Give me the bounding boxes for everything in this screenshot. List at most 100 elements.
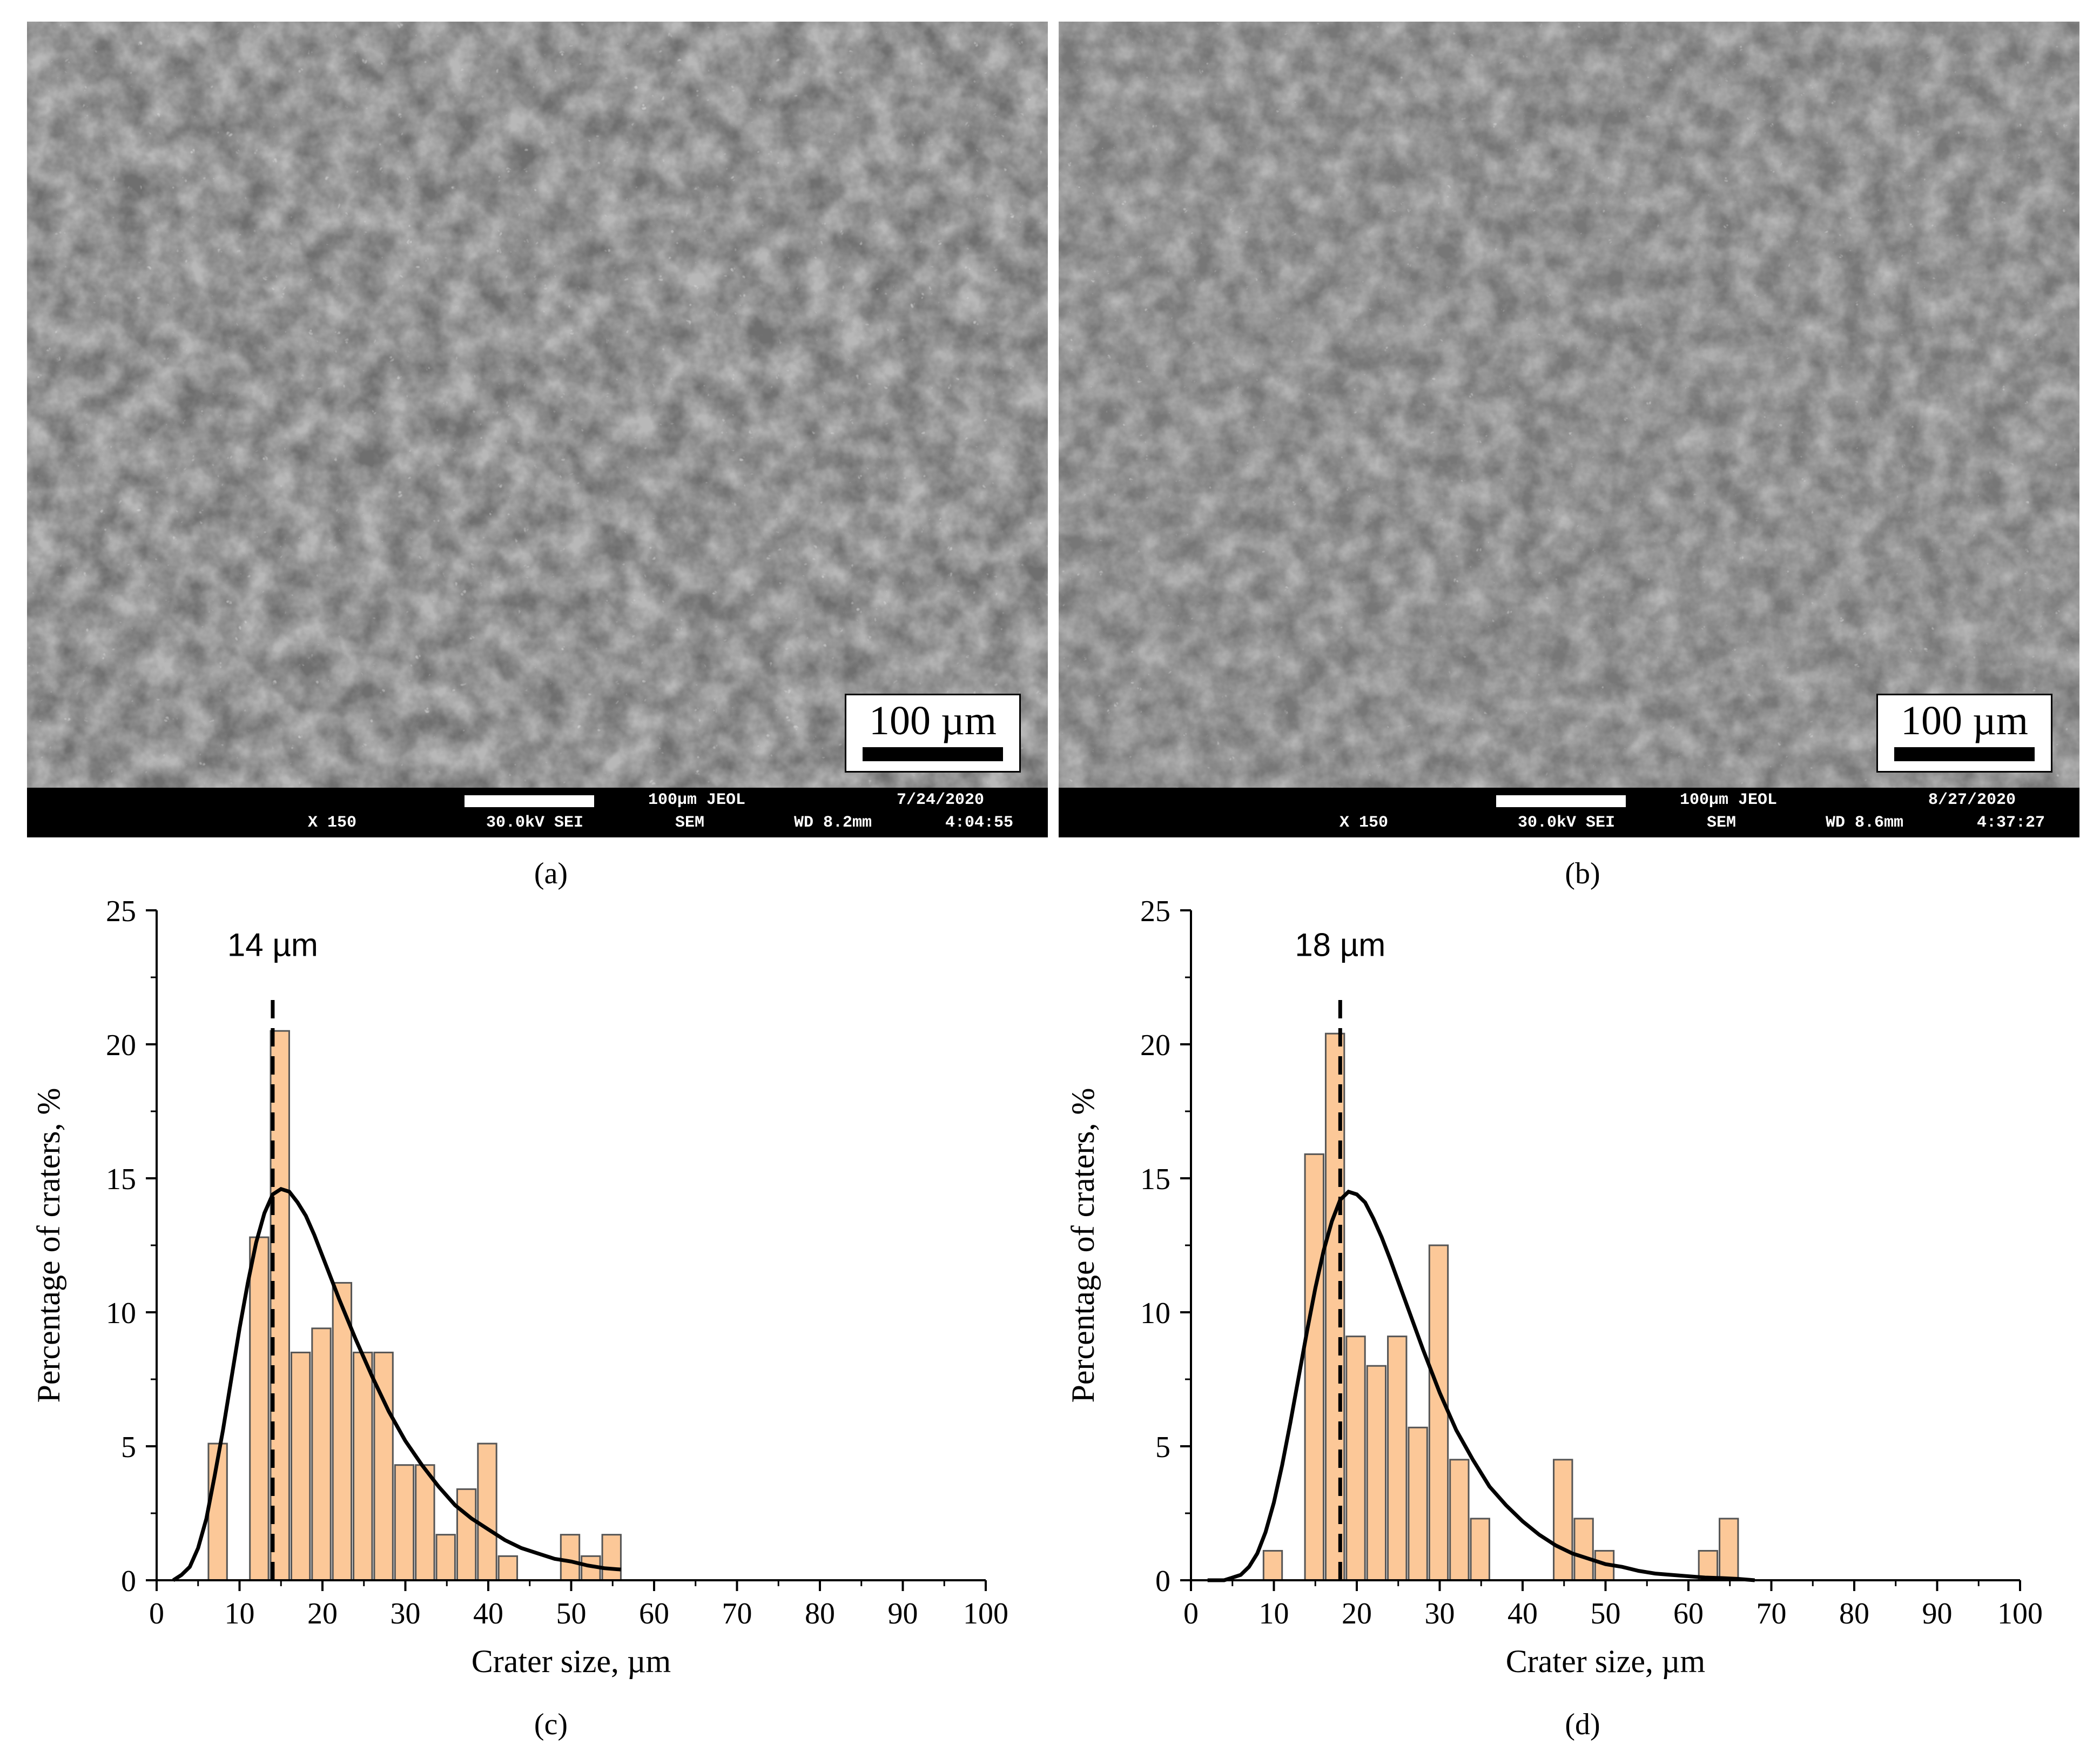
bar-10 [415,1464,435,1581]
sem-info-line1: 100µm JEOL [648,791,746,809]
bar-0 [1262,1549,1283,1581]
bar-5 [311,1327,332,1581]
sem-info-date: 8/27/2020 [1928,791,2016,809]
sem-info-bar-a: 100µm JEOL 7/24/2020 X 150 30.0kV SEI SE… [27,788,1048,837]
y-tick-label-0: 0 [121,1565,136,1598]
bar-15 [1719,1518,1739,1581]
caption-a: (a) [534,857,568,890]
x-tick-label-30: 30 [1425,1597,1455,1630]
y-tick-label-20: 20 [106,1029,136,1062]
scale-bar-text: 100 µm [869,698,997,743]
x-tick-label-10: 10 [225,1597,255,1630]
x-tick-label-80: 80 [1839,1597,1869,1630]
bar-9 [394,1464,415,1581]
histogram-d: 18 µm 0 10 20 30 40 50 60 70 80 90 100 0 5 10 15 20 25 Cra… [1065,895,2043,1679]
sem-info-bar-b: 100µm JEOL 8/27/2020 X 150 30.0kV SEI SE… [1059,788,2079,837]
sem-info-kv: 30.0kV SEI [486,814,584,832]
bar-13 [477,1442,497,1581]
sem-info-date: 7/24/2020 [897,791,985,809]
x-tick-label-100: 100 [963,1597,1008,1630]
bar-10 [1470,1518,1490,1581]
caption-d: (d) [1565,1708,1600,1741]
x-tick-label-0: 0 [149,1597,164,1630]
bar-12 [456,1488,477,1581]
sem-texture-a [27,22,1048,837]
peak-marker-label: 14 µm [227,927,318,963]
peak-marker-label: 18 µm [1295,927,1385,963]
y-axis-label: Percentage of craters, % [1065,1088,1101,1403]
x-tick-label-40: 40 [1507,1597,1538,1630]
x-tick-label-10: 10 [1259,1597,1289,1630]
sem-info-wd: WD 8.2mm [794,814,872,832]
y-axis-label: Percentage of craters, % [31,1088,66,1403]
sem-info-mode: SEM [1707,814,1736,832]
bar-0 [207,1442,228,1581]
x-tick-label-90: 90 [888,1597,918,1630]
y-tick-label-20: 20 [1140,1029,1170,1062]
x-tick-label-70: 70 [722,1597,752,1630]
x-tick-label-60: 60 [1673,1597,1704,1630]
sem-image-b: 100 µm 100µm JEOL 8/27/2020 X 150 30.0kV… [1059,22,2079,837]
x-tick-label-60: 60 [639,1597,669,1630]
x-tick-label-70: 70 [1756,1597,1787,1630]
x-tick-label-30: 30 [391,1597,421,1630]
y-tick-label-10: 10 [1140,1297,1170,1330]
y-tick-label-5: 5 [121,1431,136,1464]
fit-curve [172,1186,621,1582]
bar-15 [560,1534,581,1581]
sem-info-mode: SEM [675,814,705,832]
histogram-c: 14 µm 0 10 20 30 40 50 60 70 80 90 100 0 5 10 15 20 25 Cra… [31,895,1008,1679]
scale-bar-text: 100 µm [1901,698,2028,743]
sem-scale-bar [465,795,594,807]
bar-4 [290,1351,311,1581]
sem-info-time: 4:37:27 [1977,814,2045,832]
x-tick-label-20: 20 [307,1597,338,1630]
scale-bar-label-b: 100 µm [1876,694,2052,773]
x-tick-label-100: 100 [1997,1597,2043,1630]
bar-9 [1449,1459,1470,1581]
bar-7 [1408,1426,1428,1581]
sem-info-kv: 30.0kV SEI [1518,814,1616,832]
bar-17 [601,1534,622,1581]
bar-11 [1553,1459,1573,1581]
sem-info-wd: WD 8.6mm [1826,814,1904,832]
caption-c: (c) [534,1708,568,1741]
y-tick-label-15: 15 [106,1163,136,1196]
x-tick-label-0: 0 [1183,1597,1199,1630]
bar-11 [435,1534,456,1581]
bar-2 [249,1236,270,1581]
bar-4 [1345,1336,1366,1581]
bar-8 [1428,1244,1449,1581]
x-tick-label-50: 50 [1591,1597,1621,1630]
scale-bar-label-a: 100 µm [845,694,1021,773]
bar-6 [332,1281,353,1581]
y-tick-label-25: 25 [1140,895,1170,928]
x-tick-label-20: 20 [1342,1597,1372,1630]
sem-info-mag: X 150 [1340,814,1389,832]
scale-bar [863,747,1003,761]
x-tick-label-90: 90 [1922,1597,1953,1630]
y-tick-label-5: 5 [1155,1431,1170,1464]
sem-image-a: 100 µm 100µm JEOL 7/24/2020 X 150 30.0kV… [27,22,1048,837]
caption-b: (b) [1565,857,1600,890]
x-axis-label: Crater size, µm [1506,1643,1705,1679]
sem-scale-bar [1496,795,1626,807]
y-tick-label-15: 15 [1140,1163,1170,1196]
sem-info-time: 4:04:55 [945,814,1014,832]
y-tick-label-0: 0 [1155,1565,1170,1598]
fit-curve [1207,1189,1755,1582]
x-tick-label-50: 50 [556,1597,587,1630]
bar-12 [1573,1518,1594,1581]
bar-7 [353,1351,373,1581]
bar-6 [1387,1336,1408,1581]
bar-14 [497,1555,519,1581]
y-tick-label-10: 10 [106,1297,136,1330]
scale-bar [1894,747,2035,761]
x-axis-label: Crater size, µm [472,1643,671,1679]
bar-5 [1366,1365,1387,1581]
y-tick-label-25: 25 [106,895,136,928]
x-tick-label-80: 80 [805,1597,835,1630]
x-tick-label-40: 40 [473,1597,503,1630]
sem-info-mag: X 150 [308,814,357,832]
sem-info-line1: 100µm JEOL [1680,791,1778,809]
